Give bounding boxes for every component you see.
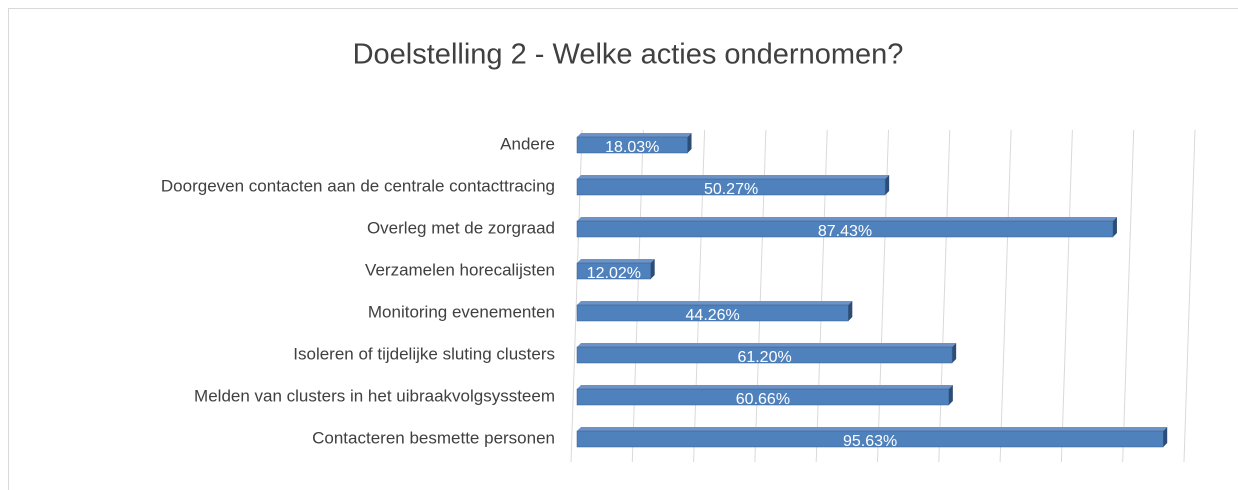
bar-side bbox=[885, 175, 890, 195]
bar-side bbox=[948, 385, 953, 405]
bar bbox=[576, 301, 853, 322]
value-label: 60.66% bbox=[736, 391, 790, 408]
bar-top bbox=[577, 259, 655, 263]
category-label: Monitoring evenementen bbox=[368, 302, 555, 321]
category-label: Contacteren besmette personen bbox=[312, 428, 555, 447]
bar-front bbox=[576, 304, 849, 322]
bar bbox=[576, 133, 692, 154]
value-label: 18.03% bbox=[605, 139, 659, 156]
chart-border bbox=[8, 8, 1238, 490]
category-label: Verzamelen horecalijsten bbox=[365, 260, 555, 279]
category-label: Andere bbox=[500, 134, 555, 153]
bar bbox=[576, 217, 1117, 238]
bar-top bbox=[577, 343, 957, 347]
value-label: 95.63% bbox=[843, 433, 897, 450]
grid-line bbox=[1183, 129, 1196, 463]
bar-side bbox=[687, 133, 692, 153]
grid-line bbox=[1060, 129, 1073, 463]
bar bbox=[576, 343, 957, 364]
bar-front bbox=[576, 388, 950, 406]
bar-front bbox=[576, 178, 886, 196]
bar-front bbox=[576, 136, 688, 154]
grid-line bbox=[1122, 129, 1135, 463]
bar-side bbox=[848, 301, 853, 321]
bar-side bbox=[952, 343, 957, 363]
grid-line bbox=[999, 129, 1012, 463]
bars: Andere 18.03% Doorgeven contacten aan de c… bbox=[161, 133, 1168, 450]
category-label: Isoleren of tijdelijke sluting clusters bbox=[293, 344, 555, 363]
value-label: 44.26% bbox=[686, 307, 740, 324]
value-label: 87.43% bbox=[818, 223, 872, 240]
bar-front bbox=[576, 430, 1164, 448]
bar-side bbox=[1163, 427, 1168, 447]
bar-top bbox=[577, 175, 890, 179]
bar-top bbox=[577, 385, 953, 389]
bar bbox=[576, 427, 1168, 448]
bar-top bbox=[577, 133, 692, 137]
category-label: Doorgeven contacten aan de centrale cont… bbox=[161, 176, 555, 195]
bar-front bbox=[576, 346, 953, 364]
bar bbox=[576, 385, 953, 406]
bar bbox=[576, 175, 890, 196]
bar-top bbox=[577, 427, 1168, 431]
chart-title: Doelstelling 2 - Welke acties ondernomen… bbox=[353, 39, 904, 71]
category-label: Melden van clusters in het uibraakvolgsy… bbox=[194, 386, 555, 405]
value-label: 61.20% bbox=[737, 349, 791, 366]
bar bbox=[576, 259, 655, 280]
bar-top bbox=[577, 301, 853, 305]
bar-front bbox=[576, 262, 651, 280]
bar-side bbox=[650, 259, 655, 279]
grid-line bbox=[938, 129, 951, 463]
bar-top bbox=[577, 217, 1117, 221]
bar-side bbox=[1112, 217, 1117, 237]
value-label: 50.27% bbox=[704, 181, 758, 198]
value-label: 12.02% bbox=[587, 265, 641, 282]
bar-front bbox=[576, 220, 1114, 238]
category-label: Overleg met de zorgraad bbox=[367, 218, 555, 237]
